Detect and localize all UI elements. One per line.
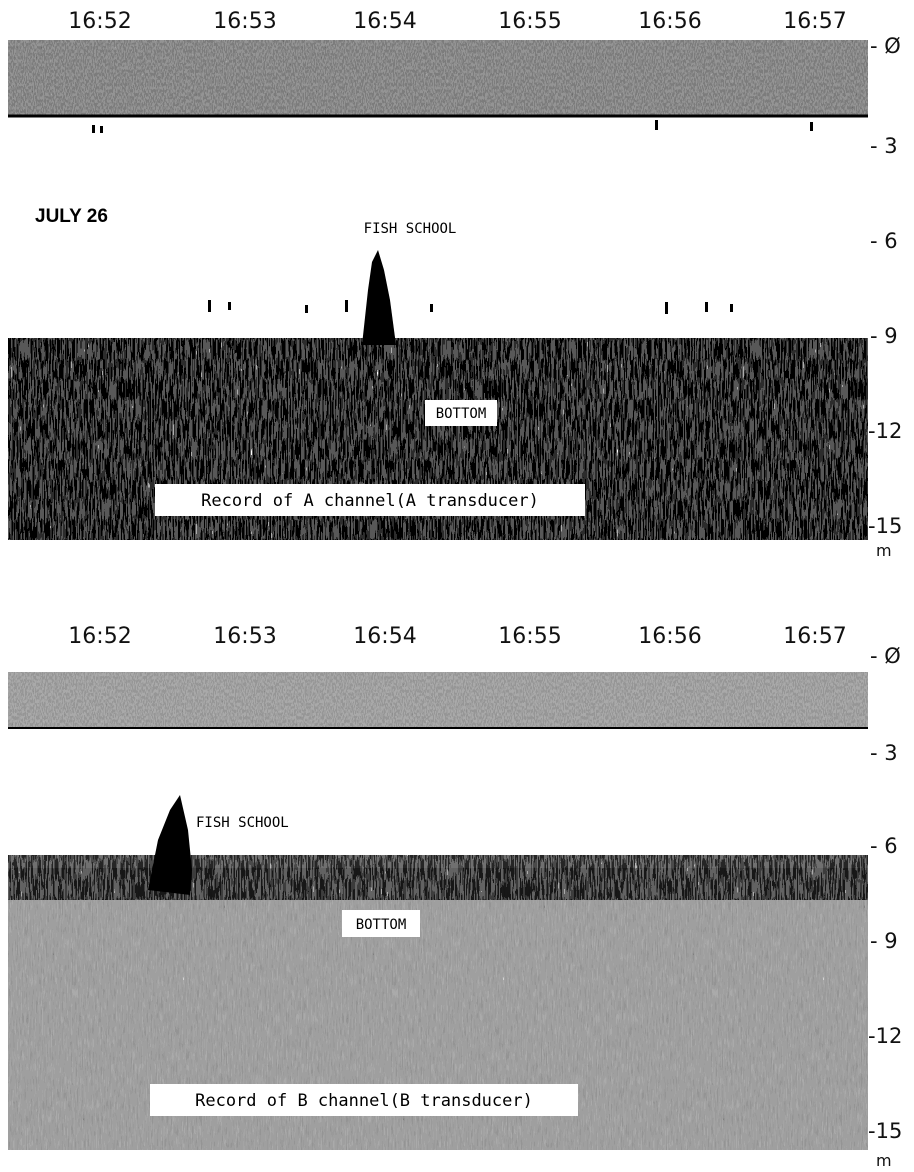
- time-label: 16:52: [68, 624, 131, 649]
- depth-unit: m: [876, 1151, 892, 1170]
- time-label: 16:55: [498, 624, 561, 649]
- time-label: 16:54: [353, 624, 416, 649]
- time-label: 16:52: [68, 9, 131, 34]
- depth-label: - Ø: [870, 644, 901, 668]
- record-label: Record of A channel(A transducer): [201, 491, 539, 511]
- depth-label: -15: [868, 514, 902, 538]
- bottom-edge: [8, 855, 868, 900]
- time-label: 16:56: [638, 624, 701, 649]
- panel-a: 16:52 16:53 16:54 16:55 16:56 16:57 - Ø …: [8, 9, 902, 560]
- depth-label: - 3: [870, 741, 898, 765]
- depth-label: -15: [868, 1119, 902, 1143]
- depth-unit: m: [876, 541, 892, 560]
- depth-label: -12: [868, 1024, 902, 1048]
- date-label: JULY 26: [35, 206, 108, 227]
- time-label: 16:53: [213, 624, 276, 649]
- depth-label: -12: [868, 419, 902, 443]
- surface-band: [8, 672, 868, 728]
- echogram-figure: 16:52 16:53 16:54 16:55 16:56 16:57 - Ø …: [0, 0, 914, 1172]
- bottom-label: BOTTOM: [436, 406, 487, 422]
- record-label: Record of B channel(B transducer): [195, 1091, 533, 1111]
- time-label: 16:57: [783, 624, 846, 649]
- depth-label: - 9: [870, 929, 898, 953]
- depth-label: - 3: [870, 134, 898, 158]
- time-label: 16:54: [353, 9, 416, 34]
- fish-school-label: FISH SCHOOL: [364, 221, 457, 237]
- fish-school-label: FISH SCHOOL: [196, 815, 289, 831]
- fish-school-echo: [362, 250, 396, 345]
- time-label: 16:53: [213, 9, 276, 34]
- time-label: 16:55: [498, 9, 561, 34]
- depth-label: - 6: [870, 229, 898, 253]
- time-label: 16:57: [783, 9, 846, 34]
- time-label: 16:56: [638, 9, 701, 34]
- scattered-echoes: [92, 120, 813, 314]
- depth-label: - 6: [870, 834, 898, 858]
- depth-label: - 9: [870, 324, 898, 348]
- bottom-label: BOTTOM: [356, 917, 407, 933]
- surface-band: [8, 40, 868, 116]
- fish-school-echo: [148, 795, 192, 895]
- panel-b: 16:52 16:53 16:54 16:55 16:56 16:57 - Ø …: [8, 624, 902, 1170]
- depth-label: - Ø: [870, 34, 901, 58]
